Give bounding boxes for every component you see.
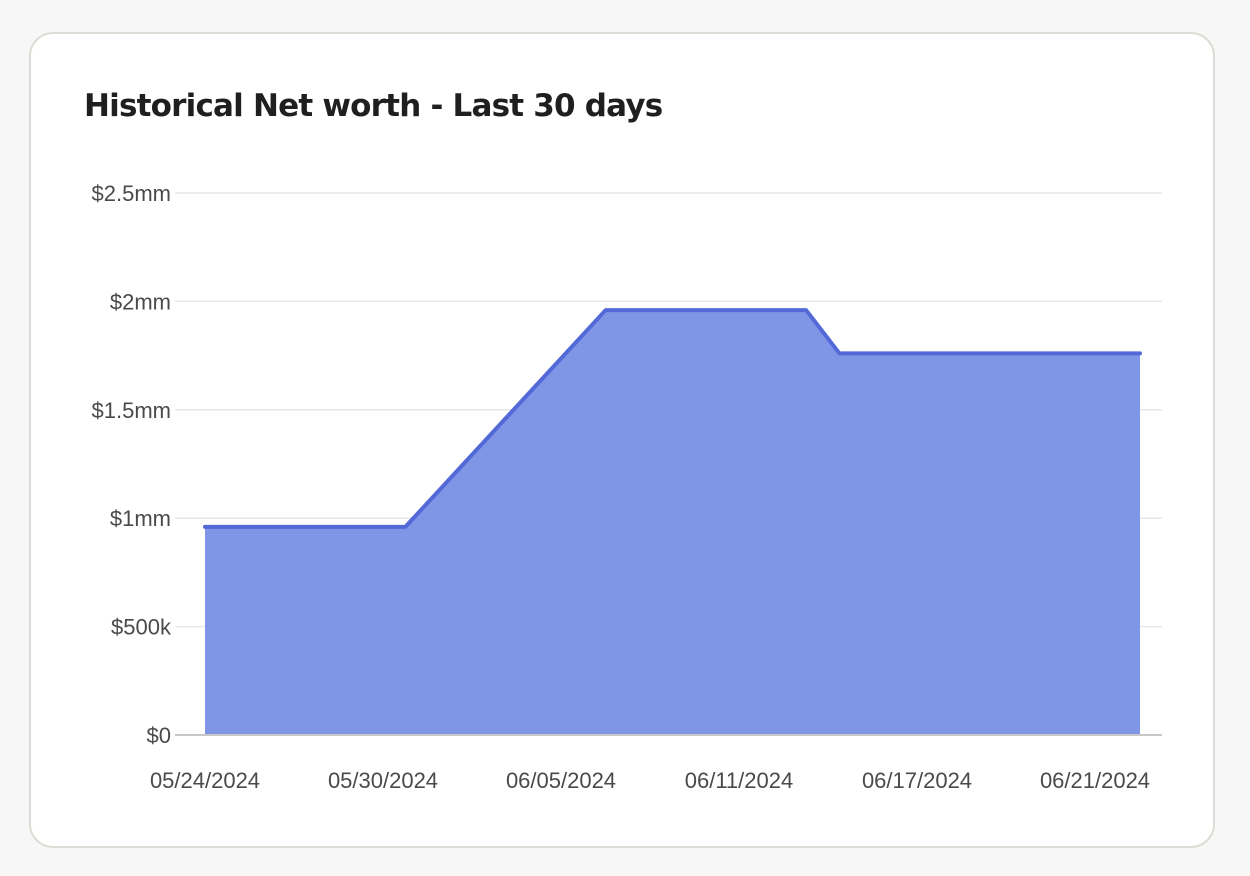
axes: $0 $500k $1mm $1.5mm $2mm $2.5mm 05/24/2024 05/… (92, 181, 1162, 793)
y-tick-label: $500k (111, 615, 172, 640)
net-worth-line (203, 308, 1142, 529)
y-tick-label: $0 (147, 723, 171, 748)
x-tick-label: 05/30/2024 (328, 768, 438, 793)
x-tick-label: 06/11/2024 (685, 768, 793, 793)
y-tick-label: $2mm (110, 289, 171, 314)
x-tick-label: 06/21/2024 (1040, 768, 1150, 793)
y-tick-label: $1mm (110, 506, 171, 531)
x-tick-label: 05/24/2024 (150, 768, 260, 793)
y-tick-label: $2.5mm (92, 181, 171, 206)
chart-title: Historical Net worth - Last 30 days (84, 88, 663, 124)
x-tick-label: 06/05/2024 (506, 768, 616, 793)
y-tick-label: $1.5mm (92, 398, 171, 423)
x-tick-label: 06/17/2024 (862, 768, 972, 793)
net-worth-area (205, 310, 1140, 735)
plot-area (203, 308, 1142, 735)
